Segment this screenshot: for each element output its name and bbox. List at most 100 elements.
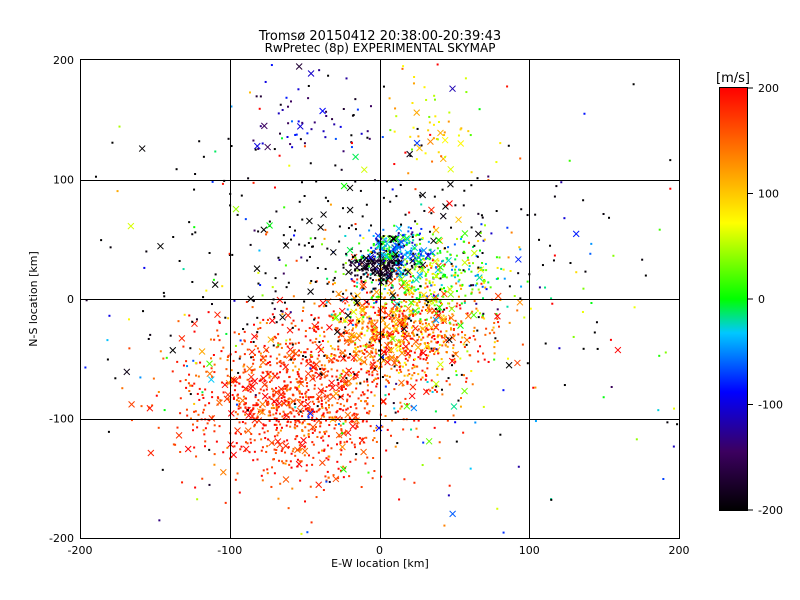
data-point-cross [307,410,314,417]
x-tick-label: -100 [217,544,242,557]
data-point [461,283,464,286]
data-point [454,273,457,276]
data-point [517,465,520,468]
data-point [375,336,378,339]
data-point [297,368,300,371]
data-point [355,260,358,263]
data-point [499,142,502,145]
data-point [273,435,276,438]
data-point [369,250,372,253]
data-point [388,246,391,249]
data-point [324,136,327,139]
data-point [398,259,401,262]
data-point [372,337,375,340]
data-point [232,396,235,399]
data-point-cross [380,397,387,405]
data-point [465,343,468,346]
data-point [319,372,322,375]
data-point [357,304,360,307]
data-point [406,403,409,406]
data-point [366,136,369,139]
data-point [259,95,262,98]
data-point [437,120,440,123]
data-point [171,370,174,373]
data-point [296,458,299,461]
data-point [384,306,387,309]
data-point-cross [295,63,303,70]
data-point [358,242,361,245]
data-point [298,354,301,357]
data-point [376,314,379,317]
data-point [294,454,297,457]
data-point [325,356,328,359]
data-point [312,374,315,377]
data-point [213,463,216,466]
data-point [193,410,196,413]
data-point [227,398,230,401]
data-point [432,335,435,338]
data-point-cross [410,404,418,412]
data-point [179,450,182,453]
data-point [430,347,433,350]
data-point [384,284,387,287]
data-point [84,366,87,369]
data-point-cross [427,138,434,145]
colorbar-tick-label: 0 [758,293,765,306]
data-point [448,111,451,114]
data-point [356,425,359,428]
data-point [393,130,396,133]
data-point [326,411,329,414]
data-point [262,389,265,392]
data-point [412,279,415,282]
data-point [334,354,337,357]
data-point [444,273,447,276]
data-point [360,331,363,334]
data-point [289,387,292,390]
data-point [433,291,436,294]
data-point [311,441,314,444]
data-point [285,417,288,420]
data-point [534,213,537,216]
data-point-cross [365,342,373,350]
data-point [395,330,398,333]
data-point [284,242,287,245]
data-point [212,278,215,281]
data-point [370,290,373,293]
data-point [191,423,194,426]
data-point-cross [455,216,462,224]
data-point [320,373,323,376]
data-point [427,354,430,357]
data-point [219,399,222,402]
data-point [374,339,377,342]
data-point [517,272,520,275]
data-point-cross [446,286,454,293]
data-point [224,501,227,504]
data-point [362,267,365,270]
data-point [415,365,418,368]
data-point [265,450,268,453]
data-point [364,272,367,275]
data-point [433,338,436,341]
data-point-cross [268,439,276,447]
data-point [382,356,385,359]
data-point [232,397,235,400]
data-point [188,373,191,376]
data-point-cross [425,437,433,445]
data-point [358,260,361,263]
data-point [352,350,355,353]
data-point [360,132,363,135]
data-point [526,362,529,365]
data-point [445,380,448,383]
data-point [490,232,493,235]
data-point [355,348,358,351]
data-point [218,322,221,325]
data-point [294,133,297,136]
data-point-cross [230,451,237,459]
data-point [338,435,341,438]
data-point [417,419,420,422]
data-point [551,302,554,305]
data-point [448,484,451,487]
data-point [196,419,199,422]
data-point [290,400,293,403]
data-point [312,395,315,398]
